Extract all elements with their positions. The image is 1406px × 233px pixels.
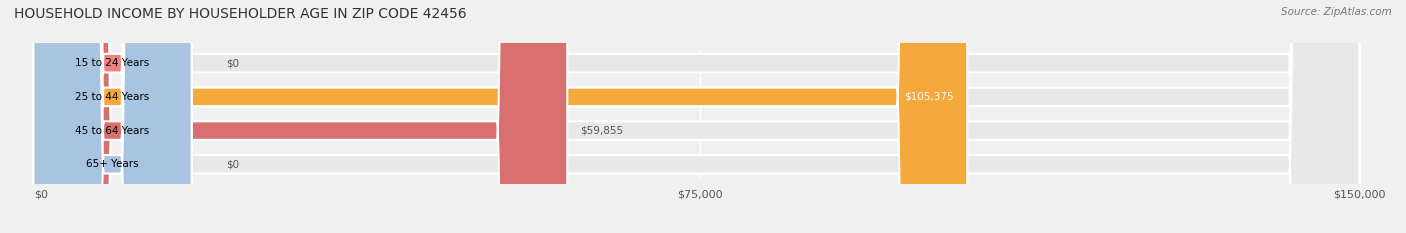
Text: 25 to 44 Years: 25 to 44 Years xyxy=(76,92,149,102)
Text: $59,855: $59,855 xyxy=(581,126,624,136)
FancyBboxPatch shape xyxy=(41,0,567,233)
FancyBboxPatch shape xyxy=(41,0,1360,233)
FancyBboxPatch shape xyxy=(34,0,191,233)
Text: $105,375: $105,375 xyxy=(904,92,955,102)
Text: HOUSEHOLD INCOME BY HOUSEHOLDER AGE IN ZIP CODE 42456: HOUSEHOLD INCOME BY HOUSEHOLDER AGE IN Z… xyxy=(14,7,467,21)
FancyBboxPatch shape xyxy=(34,0,191,233)
FancyBboxPatch shape xyxy=(34,0,191,233)
Text: 15 to 24 Years: 15 to 24 Years xyxy=(76,58,149,68)
FancyBboxPatch shape xyxy=(34,0,191,233)
Text: $0: $0 xyxy=(226,159,239,169)
Text: Source: ZipAtlas.com: Source: ZipAtlas.com xyxy=(1281,7,1392,17)
Text: 45 to 64 Years: 45 to 64 Years xyxy=(76,126,149,136)
FancyBboxPatch shape xyxy=(41,0,1360,233)
Text: $0: $0 xyxy=(226,58,239,68)
FancyBboxPatch shape xyxy=(41,0,967,233)
FancyBboxPatch shape xyxy=(41,0,1360,233)
FancyBboxPatch shape xyxy=(41,0,1360,233)
Text: 65+ Years: 65+ Years xyxy=(86,159,139,169)
